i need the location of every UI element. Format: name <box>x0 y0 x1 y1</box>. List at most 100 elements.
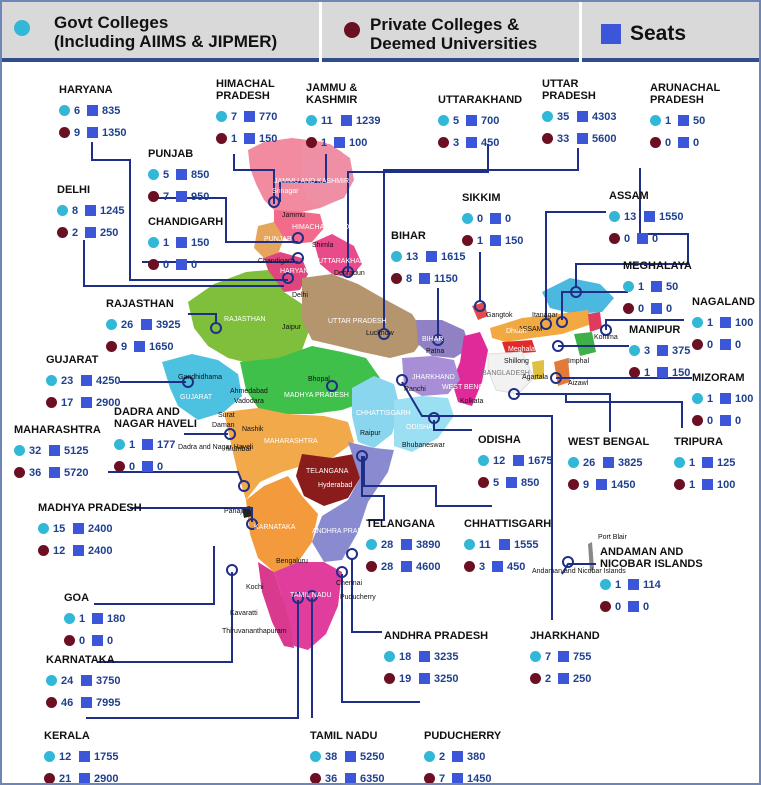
govt-seat-count: 100 <box>735 393 754 405</box>
map-region-meghalaya <box>502 340 536 354</box>
private-dot-icon <box>462 235 473 246</box>
private-seat-count: 7995 <box>96 697 121 709</box>
city-label: Srinagar <box>272 188 299 195</box>
private-college-count: 1 <box>231 133 238 145</box>
seats-square-icon <box>720 393 731 404</box>
seats-square-icon <box>176 237 187 248</box>
govt-college-count: 13 <box>624 211 637 223</box>
city-label: Itanagar <box>532 312 558 319</box>
map-region-tripura <box>532 360 544 380</box>
seats-square-icon <box>81 375 92 386</box>
govt-college-count: 7 <box>231 111 238 123</box>
govt-college-count: 5 <box>163 169 170 181</box>
govt-dot-icon <box>462 213 473 224</box>
state-name: CHANDIGARH <box>148 216 224 228</box>
govt-seat-count: 0 <box>505 213 512 225</box>
legend-govt-label: Govt Colleges (Including AIIMS & JIPMER) <box>54 13 277 51</box>
legend-seats: Seats <box>582 2 759 62</box>
state-name: SIKKIM <box>462 192 501 204</box>
state-name: NAGAR HAVELI <box>114 418 197 430</box>
seats-square-icon <box>142 439 153 450</box>
govt-dot-icon <box>530 651 541 662</box>
state-name: NICOBAR ISLANDS <box>600 558 703 570</box>
seats-square-icon <box>81 697 92 708</box>
map-label: ASSAM <box>518 326 543 333</box>
city-label: Vadodara <box>234 398 264 405</box>
private-dot-icon <box>650 137 661 148</box>
govt-college-count: 7 <box>545 651 552 663</box>
private-dot-icon <box>391 273 402 284</box>
private-dot-icon <box>674 479 685 490</box>
govt-college-count: 6 <box>74 105 81 117</box>
state-name: PRADESH <box>650 94 704 106</box>
seats-square-icon <box>134 341 145 352</box>
city-label: Chennai <box>336 580 363 587</box>
govt-college-count: 2 <box>439 751 446 763</box>
city-label: Jammu <box>282 212 305 219</box>
private-dot-icon <box>366 561 377 572</box>
map-region-gujarat <box>162 354 242 420</box>
seats-square-icon <box>499 539 510 550</box>
state-name: RAJASTHAN <box>106 298 174 310</box>
govt-dot-icon <box>114 439 125 450</box>
private-college-count: 0 <box>79 635 86 647</box>
private-seat-count: 3250 <box>434 673 459 685</box>
city-label: Lucknow <box>366 330 394 337</box>
seats-square-icon <box>49 445 60 456</box>
govt-college-count: 18 <box>399 651 412 663</box>
private-seat-count: 2400 <box>88 545 113 557</box>
govt-seat-count: 1550 <box>659 211 684 223</box>
state-name: WEST BENGAL <box>568 436 650 448</box>
seats-square-icon <box>334 137 345 148</box>
city-label: Aizawl <box>568 380 589 387</box>
private-dot-icon <box>424 773 435 783</box>
private-seat-count: 0 <box>643 601 650 613</box>
govt-seat-count: 150 <box>191 237 210 249</box>
connector-lines <box>83 142 692 719</box>
private-seat-count: 1450 <box>467 773 492 785</box>
govt-seat-count: 380 <box>467 751 486 763</box>
private-seat-count: 100 <box>717 479 736 491</box>
private-college-count: 0 <box>163 259 170 271</box>
seats-square-icon <box>92 635 103 646</box>
city-label: Panaji <box>224 508 244 515</box>
private-college-count: 0 <box>707 415 714 427</box>
govt-dot-icon <box>14 445 25 456</box>
private-seat-count: 450 <box>481 137 500 149</box>
state-name: PUDUCHERRY <box>424 730 502 742</box>
private-dot-icon <box>148 259 159 270</box>
seats-square-icon <box>176 259 187 270</box>
state-name: MADHYA PRADESH <box>38 502 142 514</box>
private-college-count: 7 <box>439 773 446 785</box>
private-college-count: 9 <box>583 479 590 491</box>
seats-square-icon <box>79 773 90 783</box>
private-seat-count: 0 <box>666 303 673 315</box>
state-name: ODISHA <box>478 434 521 446</box>
govt-seat-count: 835 <box>102 105 121 117</box>
city-label: Port Blair <box>598 534 627 541</box>
private-seat-count: 1150 <box>434 273 458 285</box>
map-region-jharkhand <box>402 356 460 396</box>
seats-square-icon <box>513 455 524 466</box>
private-dot-icon <box>542 133 553 144</box>
seats-square-icon <box>49 467 60 478</box>
private-dot-icon <box>600 601 611 612</box>
govt-college-count: 1 <box>707 393 714 405</box>
private-college-count: 3 <box>453 137 460 149</box>
private-college-count: 1 <box>477 235 484 247</box>
govt-seat-count: 180 <box>107 613 126 625</box>
private-college-count: 1 <box>644 367 651 379</box>
govt-seat-count: 755 <box>573 651 592 663</box>
govt-seat-count: 700 <box>481 115 500 127</box>
seats-square-icon <box>81 675 92 686</box>
state-name: PRADESH <box>216 90 270 102</box>
city-label: Kolkata <box>460 398 484 405</box>
govt-college-count: 23 <box>61 375 74 387</box>
state-name: UTTARAKHAND <box>438 94 523 106</box>
govt-dot-icon <box>14 20 30 36</box>
connector-markers <box>182 196 612 604</box>
private-seat-count: 150 <box>259 133 278 145</box>
govt-college-count: 26 <box>583 457 596 469</box>
state-name: KARNATAKA <box>46 654 115 666</box>
